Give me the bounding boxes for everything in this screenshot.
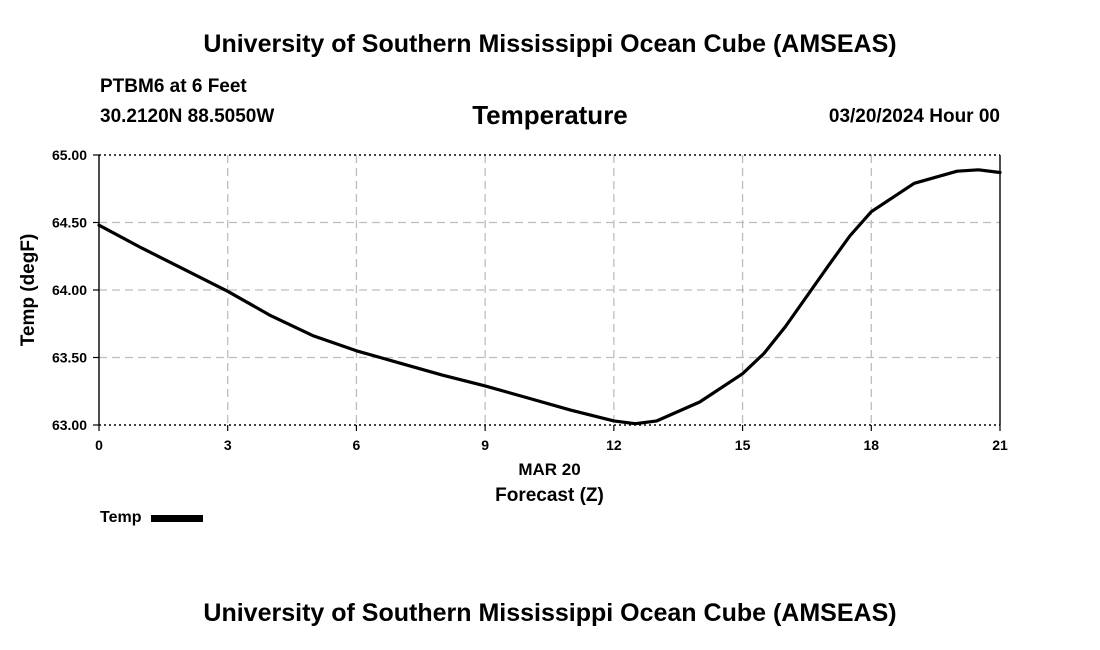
legend-line-swatch — [151, 514, 204, 522]
x-tick-label: 6 — [353, 437, 361, 453]
legend-label: Temp — [100, 509, 142, 526]
y-tick-label: 64.50 — [52, 215, 87, 231]
x-axis-title: Forecast (Z) — [495, 485, 604, 506]
x-tick-label: 3 — [224, 437, 232, 453]
page-title: University of Southern Mississippi Ocean… — [203, 30, 897, 58]
x-tick-label: 9 — [481, 437, 489, 453]
station-coordinates: 30.2120N 88.5050W — [100, 106, 275, 127]
chart-title: Temperature — [472, 100, 628, 130]
footer-title: University of Southern Mississippi Ocean… — [203, 599, 897, 627]
x-tick-label: 18 — [863, 437, 879, 453]
x-tick-label: 21 — [992, 437, 1008, 453]
y-tick-label: 63.50 — [52, 350, 87, 366]
x-tick-label: 12 — [606, 437, 622, 453]
y-axis-title: Temp (degF) — [18, 234, 39, 347]
x-tick-label: 15 — [735, 437, 751, 453]
y-tick-label: 64.00 — [52, 282, 87, 298]
valid-time: 03/20/2024 Hour 00 — [828, 106, 1000, 127]
x-axis-date-label: MAR 20 — [518, 460, 580, 479]
y-tick-label: 65.00 — [52, 147, 87, 163]
legend: Temp — [100, 509, 204, 527]
y-tick-label: 63.00 — [52, 417, 87, 433]
series-line-temp — [97, 168, 1002, 426]
x-tick-label: 0 — [95, 437, 103, 453]
station-label: PTBM6 at 6 Feet — [100, 76, 247, 97]
